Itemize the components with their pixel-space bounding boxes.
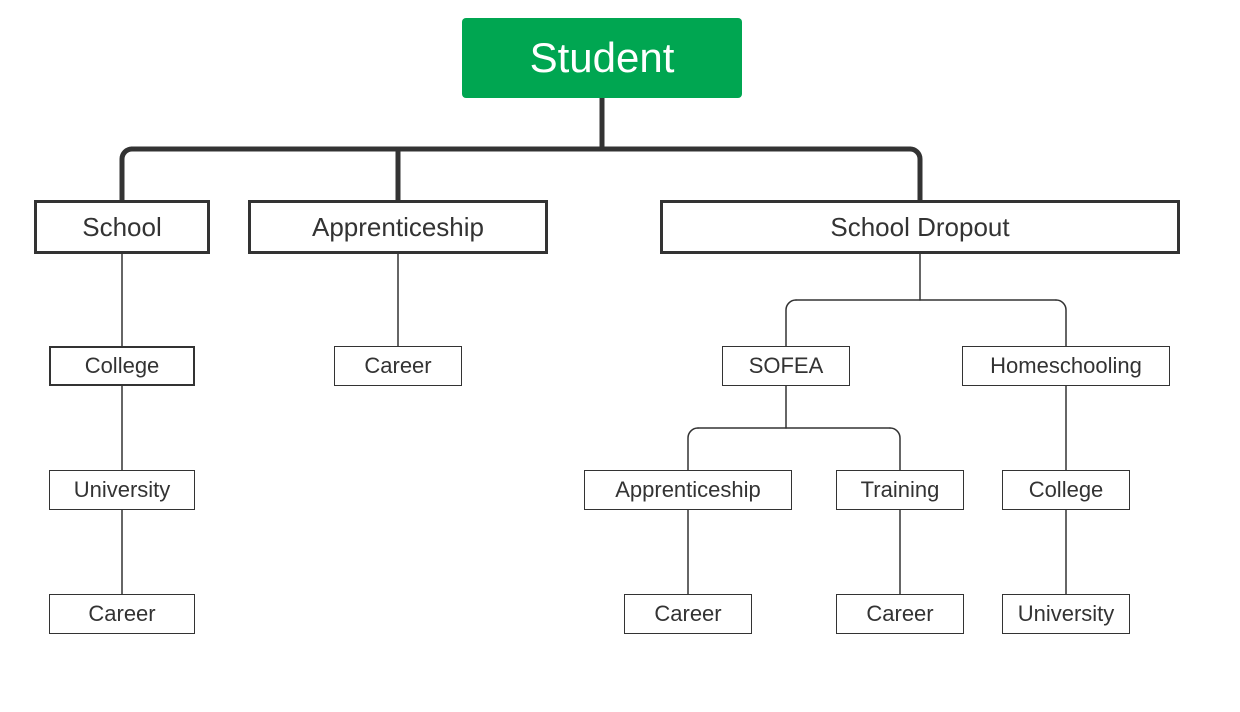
node-career2: Career xyxy=(334,346,462,386)
node-apprenticeship2: Apprenticeship xyxy=(584,470,792,510)
node-university1: University xyxy=(49,470,195,510)
connector xyxy=(910,149,920,200)
node-dropout: School Dropout xyxy=(660,200,1180,254)
node-homeschool: Homeschooling xyxy=(962,346,1170,386)
node-college1: College xyxy=(49,346,195,386)
connector xyxy=(122,149,132,200)
connector xyxy=(786,300,796,346)
node-apprenticeship: Apprenticeship xyxy=(248,200,548,254)
node-career4: Career xyxy=(836,594,964,634)
node-career3: Career xyxy=(624,594,752,634)
connector xyxy=(688,428,698,470)
connector xyxy=(1056,300,1066,346)
node-career1: Career xyxy=(49,594,195,634)
node-student: Student xyxy=(462,18,742,98)
node-college2: College xyxy=(1002,470,1130,510)
node-university2: University xyxy=(1002,594,1130,634)
node-school: School xyxy=(34,200,210,254)
node-sofea: SOFEA xyxy=(722,346,850,386)
node-training: Training xyxy=(836,470,964,510)
connector xyxy=(890,428,900,470)
